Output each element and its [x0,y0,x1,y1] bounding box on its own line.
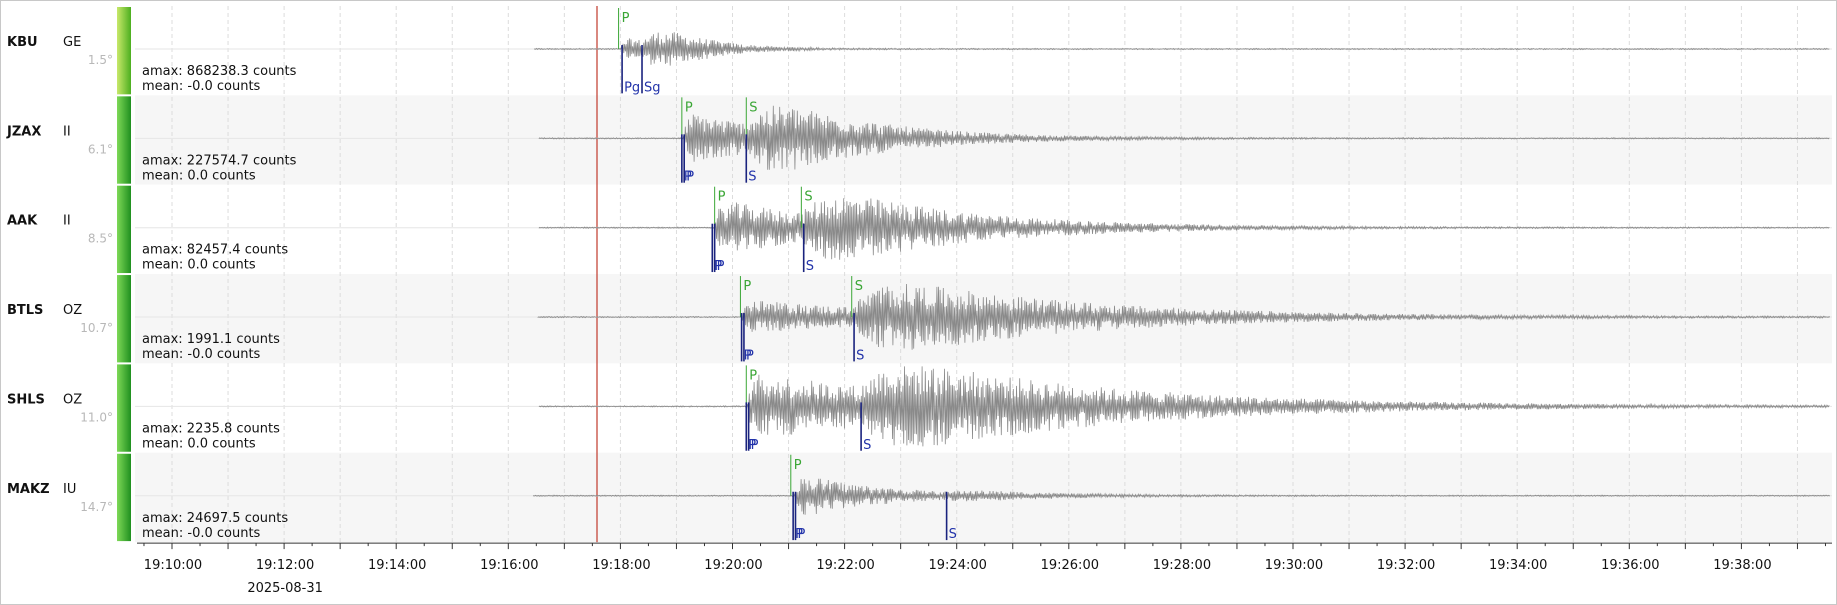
pick-label: P [714,259,722,274]
pick-label-theoretical: P [794,458,802,473]
pick-label: P [686,170,694,185]
pick-label: P [684,170,692,185]
time-tick-label: 19:10:00 [144,558,202,573]
time-tick-label: 19:32:00 [1377,558,1435,573]
network-code: II [63,124,71,139]
time-tick-label: 19:26:00 [1041,558,1099,573]
pick-label-theoretical: S [855,279,863,294]
distance: 6.1° [88,142,113,156]
pick-label: P [744,348,752,363]
station-code: MAKZ [7,482,50,497]
waveform [538,366,1830,447]
amax: amax: 24697.5 counts [142,511,288,526]
pick-label: Pg [624,80,640,95]
time-tick-label: 19:12:00 [256,558,314,573]
time-tick-label: 19:14:00 [368,558,426,573]
pick-label: S [949,527,957,542]
network-code: GE [63,35,81,50]
amax: amax: 227574.7 counts [142,153,297,168]
amax: amax: 868238.3 counts [142,64,297,79]
station-bar [117,7,131,95]
time-tick-label: 19:30:00 [1265,558,1323,573]
mean: mean: 0.0 counts [142,436,256,451]
time-tick-label: 19:20:00 [704,558,762,573]
mean: mean: 0.0 counts [142,168,256,183]
time-tick-label: 19:28:00 [1153,558,1211,573]
date-label: 2025-08-31 [247,581,323,596]
waveform [538,105,1830,170]
distance: 10.7° [80,321,113,335]
network-code: II [63,214,71,229]
station-bar [117,185,131,274]
time-tick-label: 19:18:00 [592,558,650,573]
network-code: OZ [63,303,82,318]
amax: amax: 1991.1 counts [142,332,280,347]
pick-label-theoretical: P [743,279,751,294]
station-bar [117,364,131,452]
pick-label: S [863,438,871,453]
station-code: KBU [7,35,38,50]
pick-label: P [797,527,805,542]
distance: 8.5° [88,232,113,246]
amax: amax: 82457.4 counts [142,243,288,258]
pick-label: P [795,527,803,542]
waveform [533,32,1830,66]
pick-label-theoretical: P [718,190,726,205]
mean: mean: -0.0 counts [142,526,261,541]
row-background [135,452,1832,543]
distance: 14.7° [80,500,113,514]
station-code: AAK [7,214,38,229]
pick-label-theoretical: S [749,100,757,115]
pick-label: P [751,438,759,453]
waveform [537,283,1831,350]
pick-label: S [856,348,864,363]
station-bar [117,96,131,184]
time-tick-label: 19:36:00 [1601,558,1659,573]
row-background [135,6,1832,96]
time-tick-label: 19:22:00 [816,558,874,573]
pick-label-theoretical: P [749,368,757,383]
time-tick-label: 19:24:00 [929,558,987,573]
station-code: SHLS [7,392,45,407]
time-tick-label: 19:16:00 [480,558,538,573]
distance: 1.5° [88,53,113,67]
amax: amax: 2235.8 counts [142,421,280,436]
waveform [538,198,1830,260]
pick-label-theoretical: P [685,100,693,115]
pick-label: P [748,438,756,453]
pick-label-theoretical: S [804,190,812,205]
mean: mean: -0.0 counts [142,79,261,94]
pick-label-theoretical: P [622,11,630,26]
mean: mean: 0.0 counts [142,258,256,273]
pick-label: S [806,259,814,274]
mean: mean: -0.0 counts [142,347,261,362]
network-code: IU [63,482,76,497]
waveform [532,478,1831,515]
station-code: JZAX [6,124,41,139]
network-code: OZ [63,392,82,407]
pick-label: S [748,170,756,185]
pick-label: Sg [644,80,661,95]
distance: 11.0° [80,410,113,424]
pick-label: P [746,348,754,363]
station-bar [117,453,131,542]
station-bar [117,275,131,363]
time-tick-label: 19:38:00 [1713,558,1771,573]
time-tick-label: 19:34:00 [1489,558,1547,573]
pick-label: P [717,259,725,274]
station-code: BTLS [7,303,43,318]
